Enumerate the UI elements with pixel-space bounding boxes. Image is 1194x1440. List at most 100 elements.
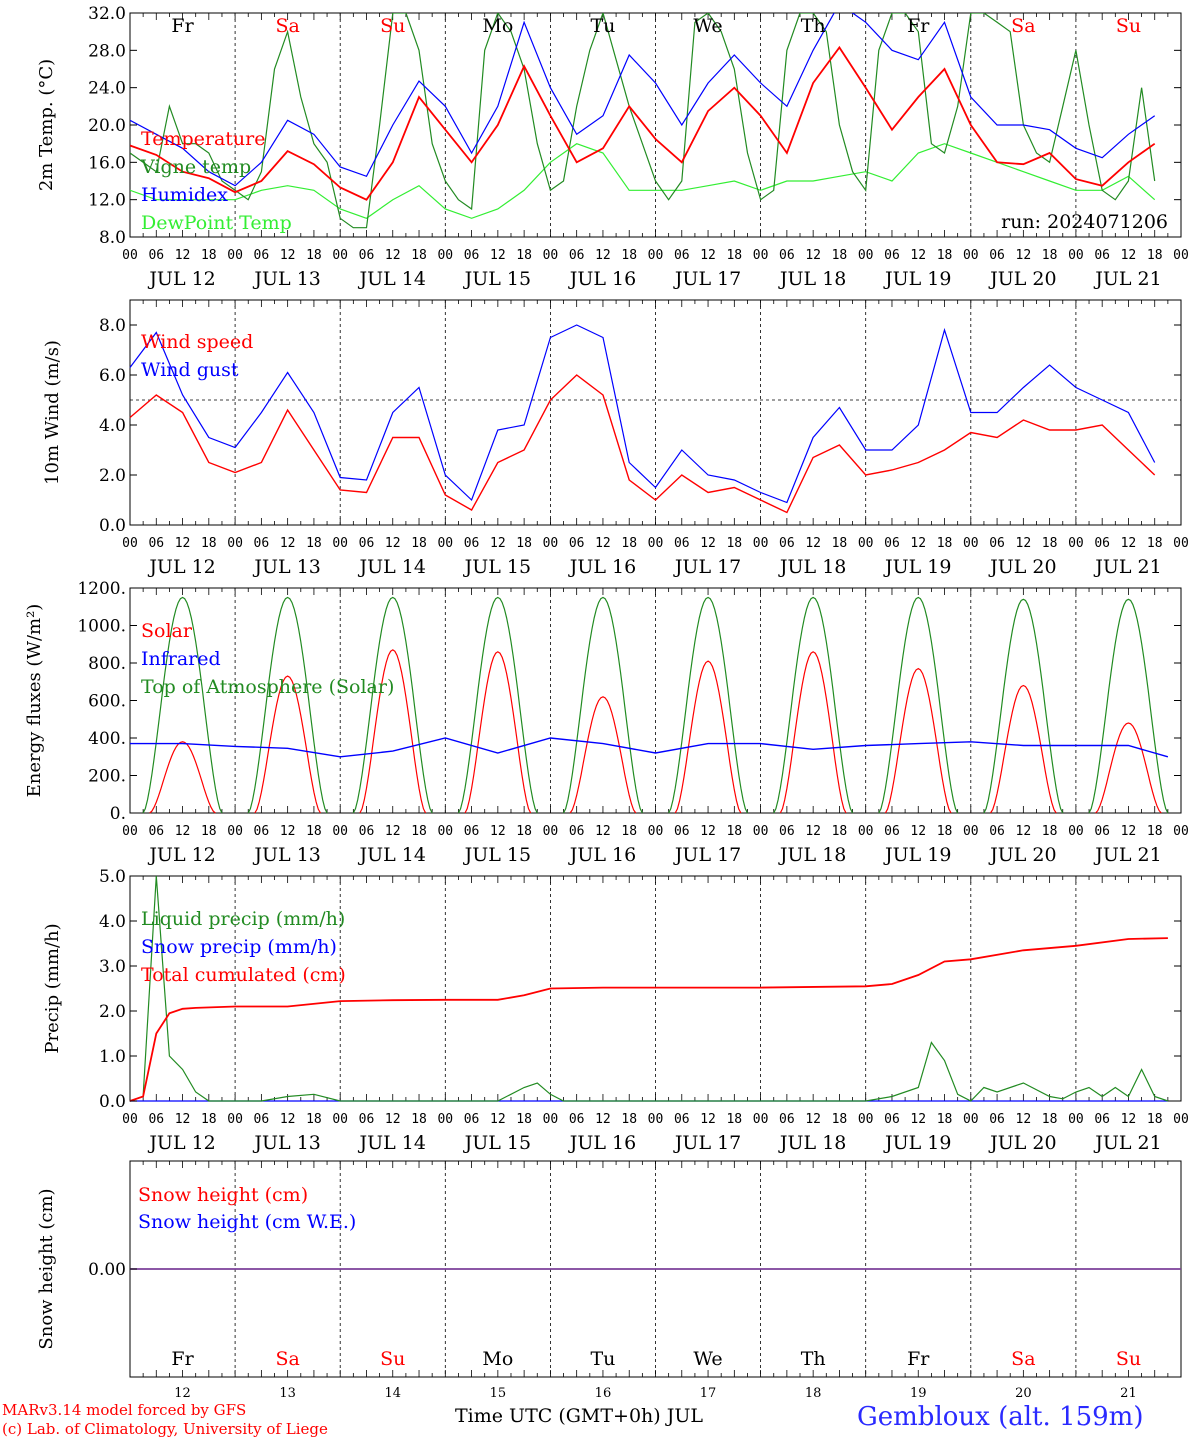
hour-tick-label: 06 xyxy=(1094,1112,1110,1127)
lab-credit-line: (c) Lab. of Climatology, University of L… xyxy=(2,1420,328,1438)
hour-tick-label: 06 xyxy=(464,824,480,839)
hour-tick-label: 12 xyxy=(280,536,296,551)
legend-top-of-atmosphere-solar-: Top of Atmosphere (Solar) xyxy=(141,676,394,698)
weekday-label: Su xyxy=(380,15,405,37)
hour-tick-label: 06 xyxy=(569,248,585,263)
hour-tick-label: 06 xyxy=(1094,248,1110,263)
series-line-total-cumulated xyxy=(129,937,1168,1102)
hour-tick-label: 06 xyxy=(464,536,480,551)
model-credit-line: MARv3.14 model forced by GFS xyxy=(2,1401,247,1419)
hour-tick-label: 18 xyxy=(201,536,217,551)
hour-tick-label: 12 xyxy=(700,1112,716,1127)
weekday-label: Tu xyxy=(590,15,615,37)
panel-frame xyxy=(129,299,1182,526)
legend-liquid-precip-mm-h-: Liquid precip (mm/h) xyxy=(141,908,345,930)
series-line-vigne-temp xyxy=(130,13,1156,229)
series-line-temperature xyxy=(130,45,1156,201)
hour-tick-label: 00 xyxy=(963,1112,979,1127)
hour-tick-label: 00 xyxy=(227,824,243,839)
y-axis-label: Snow height (cm) xyxy=(36,1188,57,1349)
hour-tick-label: 18 xyxy=(516,248,532,263)
hour-tick-label: 18 xyxy=(1042,1112,1058,1127)
hour-tick-label: 12 xyxy=(700,536,716,551)
hour-tick-label: 12 xyxy=(910,824,926,839)
legend-infrared: Infrared xyxy=(141,648,221,670)
weekday-label: Th xyxy=(801,1348,826,1370)
hour-tick-label: 00 xyxy=(437,536,453,551)
hour-tick-label: 18 xyxy=(201,248,217,263)
hour-tick-label: 18 xyxy=(621,536,637,551)
date-label: JUL 17 xyxy=(673,1132,741,1154)
weekday-label: Fr xyxy=(171,1348,194,1370)
hour-tick-label: 00 xyxy=(543,824,559,839)
hour-tick-label: 06 xyxy=(148,248,164,263)
date-label: JUL 18 xyxy=(778,1132,846,1154)
legend-humidex: Humidex xyxy=(141,184,228,206)
date-label: JUL 21 xyxy=(1093,556,1161,578)
hour-tick-label: 18 xyxy=(832,824,848,839)
hour-tick-label: 06 xyxy=(148,824,164,839)
y-tick-label: 2.0 xyxy=(99,1002,126,1022)
run-annotation: run: 2024071206 xyxy=(1001,211,1168,233)
hour-tick-label: 18 xyxy=(201,1112,217,1127)
weekday-label: Su xyxy=(1116,15,1141,37)
day-number-label: 15 xyxy=(490,1386,507,1401)
hour-tick-label: 06 xyxy=(254,248,270,263)
hour-tick-label: 06 xyxy=(1094,536,1110,551)
date-label: JUL 15 xyxy=(463,844,531,866)
series-line-solar xyxy=(149,649,1162,814)
hour-tick-label: 00 xyxy=(648,824,664,839)
date-label: JUL 16 xyxy=(568,556,636,578)
hour-tick-label: 06 xyxy=(254,536,270,551)
hour-tick-label: 18 xyxy=(201,824,217,839)
hour-tick-label: 12 xyxy=(910,1112,926,1127)
hour-tick-label: 18 xyxy=(516,1112,532,1127)
weekday-label: Sa xyxy=(1011,15,1035,37)
series-line-liquid-precip xyxy=(129,875,1169,1102)
weekday-label: Sa xyxy=(275,15,299,37)
hour-tick-label: 12 xyxy=(595,1112,611,1127)
date-label: JUL 15 xyxy=(463,1132,531,1154)
date-label: JUL 12 xyxy=(147,1132,215,1154)
y-axis-label: Energy fluxes (W/m²) xyxy=(24,604,45,798)
y-tick-label: 0.0 xyxy=(99,1092,126,1112)
date-label: JUL 19 xyxy=(883,1132,951,1154)
hour-tick-label: 06 xyxy=(989,1112,1005,1127)
hour-tick-label: 12 xyxy=(805,248,821,263)
hour-tick-label: 06 xyxy=(779,248,795,263)
hour-tick-label: 00 xyxy=(1173,248,1189,263)
hour-tick-label: 06 xyxy=(674,248,690,263)
weekday-label: Mo xyxy=(482,1348,513,1370)
date-label: JUL 19 xyxy=(883,556,951,578)
series-line-top-of-atmosphere xyxy=(142,596,1169,814)
hour-tick-label: 00 xyxy=(332,1112,348,1127)
hour-tick-label: 12 xyxy=(1121,824,1137,839)
y-tick-label: 4.0 xyxy=(99,912,126,932)
hour-tick-label: 06 xyxy=(359,536,375,551)
panel-1: 00 06 12 18 00 06 12 18 00 06 12 18 00 06 12 18 00 06 12 18… xyxy=(36,4,1189,290)
hour-tick-label: 18 xyxy=(411,536,427,551)
y-tick-label: 0.0 xyxy=(99,516,126,536)
hour-tick-label: 12 xyxy=(490,1112,506,1127)
hour-tick-label: 12 xyxy=(805,536,821,551)
hour-tick-label: 00 xyxy=(1068,536,1084,551)
hour-tick-label: 12 xyxy=(1016,248,1032,263)
hour-tick-label: 00 xyxy=(858,248,874,263)
y-tick-label: 0. xyxy=(110,804,126,824)
date-label: JUL 19 xyxy=(883,268,951,290)
hour-tick-label: 12 xyxy=(1121,248,1137,263)
hour-tick-label: 00 xyxy=(437,1112,453,1127)
hour-tick-label: 18 xyxy=(937,824,953,839)
hour-tick-label: 00 xyxy=(332,248,348,263)
hour-tick-label: 18 xyxy=(726,1112,742,1127)
hour-tick-label: 00 xyxy=(963,536,979,551)
date-label: JUL 20 xyxy=(988,556,1056,578)
hour-tick-label: 18 xyxy=(726,824,742,839)
hour-tick-label: 06 xyxy=(148,536,164,551)
hour-tick-label: 00 xyxy=(858,1112,874,1127)
weekday-label: Su xyxy=(1116,1348,1141,1370)
weekday-label: Fr xyxy=(171,15,194,37)
hour-tick-label: 12 xyxy=(910,248,926,263)
date-label: JUL 21 xyxy=(1093,844,1161,866)
